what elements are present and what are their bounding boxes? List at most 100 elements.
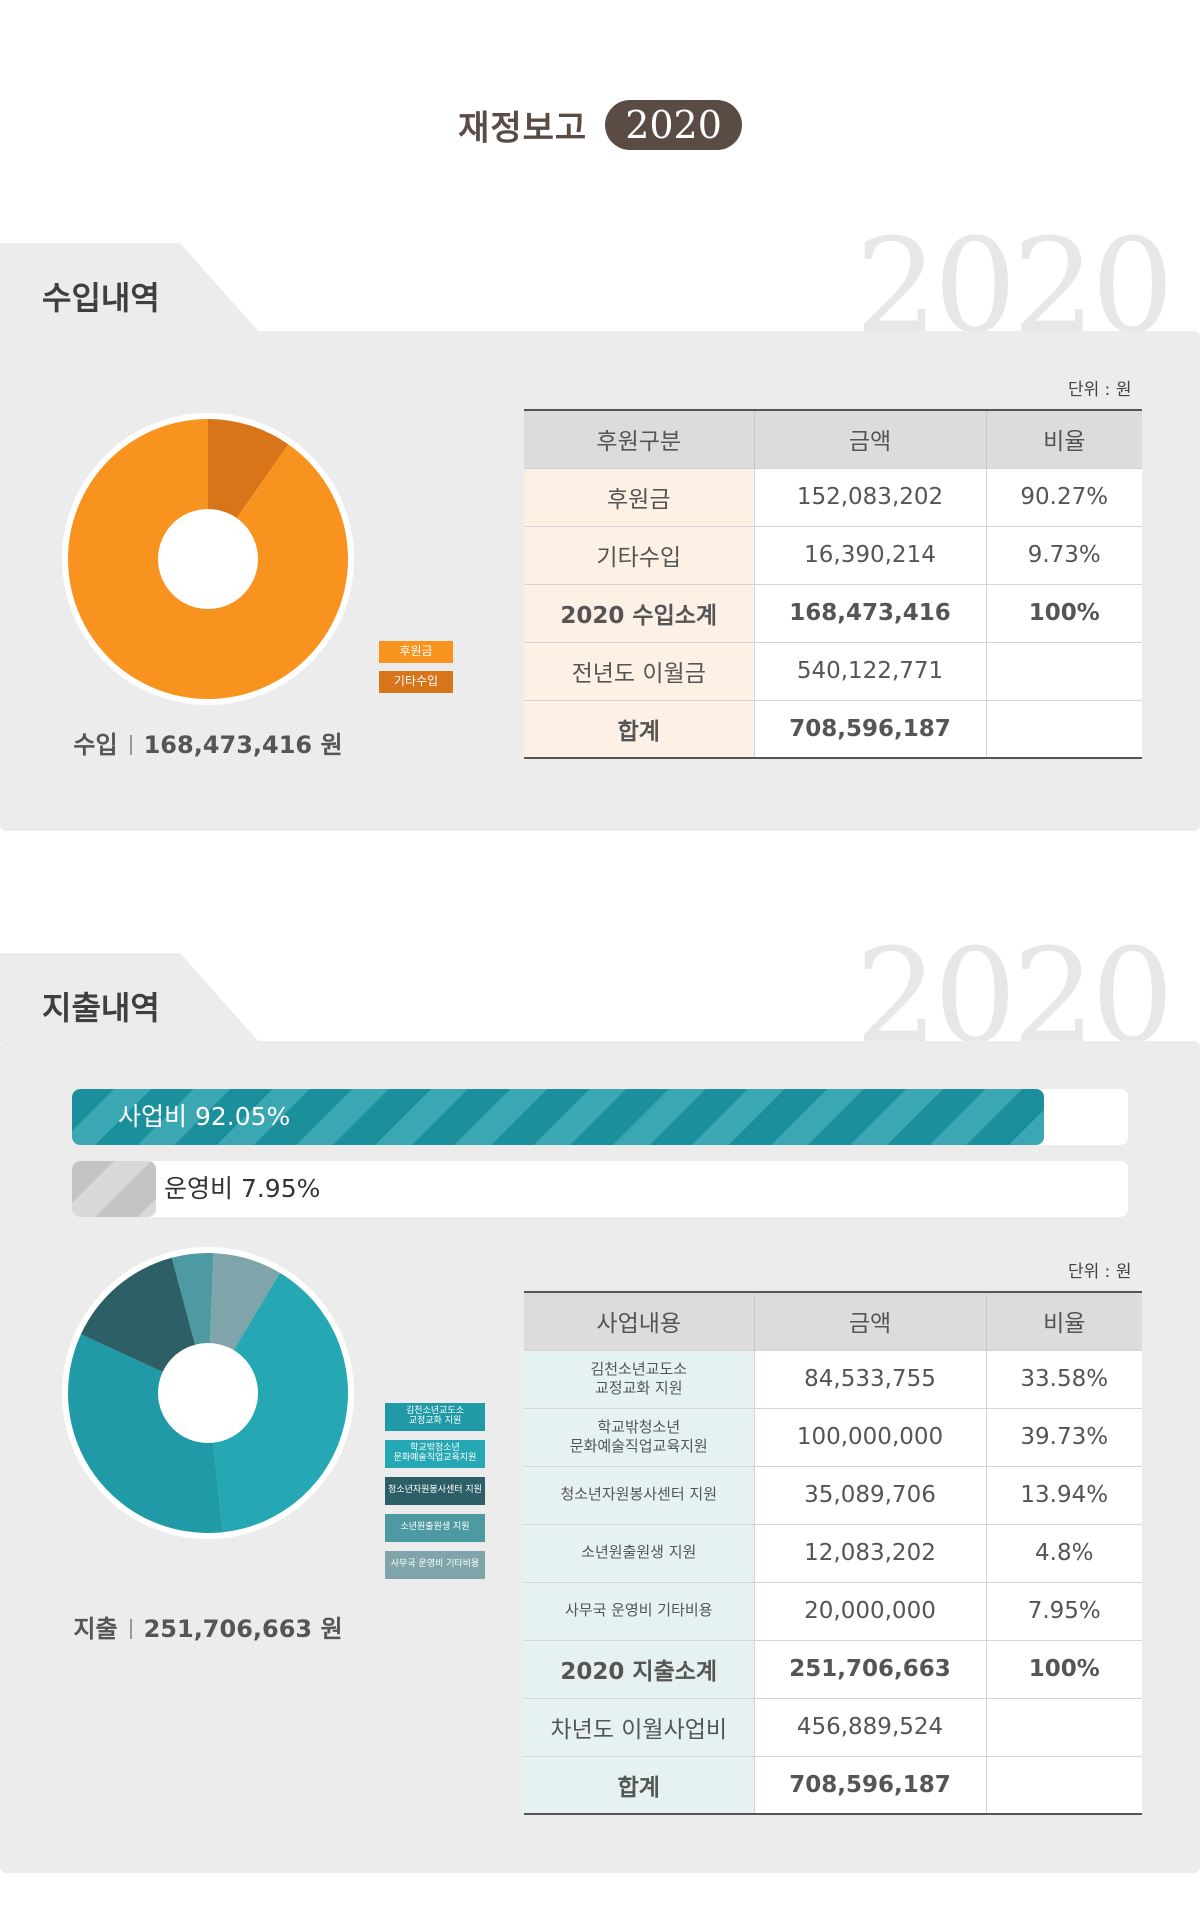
income-donut-hole bbox=[158, 509, 258, 609]
row-label-cell: 학교밖청소년 문화예술직업교육지원 bbox=[524, 1407, 755, 1466]
ratio-cell: 9.73% bbox=[986, 525, 1142, 584]
row-label-cell: 합계 bbox=[524, 699, 755, 758]
income-legend: 후원금 기타수입 bbox=[379, 641, 453, 701]
row-label-cell: 2020 수입소계 bbox=[524, 583, 755, 642]
ratio-cell: 100% bbox=[986, 1639, 1142, 1698]
expense-legend-item-3: 소년원출원생 지원 bbox=[385, 1514, 485, 1542]
row-label-cell: 합계 bbox=[524, 1755, 755, 1814]
page-title: 재정보고 bbox=[458, 108, 588, 149]
income-table-header: 후원구분 금액 비율 bbox=[524, 410, 1142, 468]
separator bbox=[129, 735, 132, 755]
header-cell: 비율 bbox=[986, 410, 1142, 468]
expense-unit-label: 단위 : 원 bbox=[1068, 1262, 1132, 1282]
expense-section-title: 지출내역 bbox=[42, 989, 160, 1027]
table-row: 학교밖청소년 문화예술직업교육지원 100,000,000 39.73% bbox=[524, 1407, 1142, 1466]
amount-cell: 84,533,755 bbox=[754, 1349, 987, 1408]
income-total: 수입 168,473,416 원 bbox=[28, 725, 388, 760]
income-table: 후원구분 금액 비율 후원금 152,083,202 90.27% 기타수입 16,39… bbox=[524, 409, 1142, 759]
ratio-cell: 4.8% bbox=[986, 1523, 1142, 1582]
amount-cell: 12,083,202 bbox=[754, 1523, 987, 1582]
year-badge: 2020 bbox=[605, 100, 742, 150]
income-legend-label-0: 후원금 bbox=[399, 644, 433, 659]
table-row: 김천소년교도소 교정교화 지원 84,533,755 33.58% bbox=[524, 1349, 1142, 1408]
amount-cell: 152,083,202 bbox=[754, 467, 987, 526]
income-legend-item-1: 기타수입 bbox=[379, 671, 453, 693]
header-cell: 후원구분 bbox=[524, 410, 755, 468]
row-label-cell: 사무국 운영비 기타비용 bbox=[524, 1581, 755, 1640]
ratio-cell: 39.73% bbox=[986, 1407, 1142, 1466]
income-donut-chart bbox=[62, 413, 354, 705]
ratio-cell: 100% bbox=[986, 583, 1142, 642]
table-row: 기타수입 16,390,214 9.73% bbox=[524, 525, 1142, 584]
ratio-cell: 13.94% bbox=[986, 1465, 1142, 1524]
row-label-cell: 후원금 bbox=[524, 467, 755, 526]
amount-cell: 251,706,663 bbox=[754, 1639, 987, 1698]
expense-total: 지출 251,706,663 원 bbox=[28, 1609, 388, 1644]
expense-donut-chart bbox=[62, 1247, 354, 1539]
row-label-cell: 전년도 이월금 bbox=[524, 641, 755, 700]
table-row: 2020 지출소계 251,706,663 100% bbox=[524, 1639, 1142, 1698]
expense-legend-item-1: 학교밖청소년 문화예술직업교육지원 bbox=[385, 1440, 485, 1468]
ratio-cell bbox=[986, 1697, 1142, 1756]
row-label-cell: 청소년자원봉사센터 지원 bbox=[524, 1465, 755, 1524]
income-watermark: 2020 bbox=[855, 210, 1174, 362]
separator bbox=[129, 1619, 132, 1639]
expense-legend-label-1: 학교밖청소년 문화예술직업교육지원 bbox=[393, 1443, 477, 1463]
ratio-cell bbox=[986, 641, 1142, 700]
income-legend-label-1: 기타수입 bbox=[393, 674, 439, 689]
income-legend-item-0: 후원금 bbox=[379, 641, 453, 663]
bar-fill-admin bbox=[72, 1161, 156, 1217]
table-row: 소년원출원생 지원 12,083,202 4.8% bbox=[524, 1523, 1142, 1582]
page-header: 재정보고 2020 bbox=[0, 100, 1200, 150]
expense-legend-item-4: 사무국 운영비 기타비용 bbox=[385, 1551, 485, 1579]
bar-admin-cost: 운영비 7.95% bbox=[72, 1161, 1128, 1217]
table-row: 합계 708,596,187 bbox=[524, 699, 1142, 758]
expense-table-header: 사업내용 금액 비율 bbox=[524, 1292, 1142, 1350]
expense-legend-label-3: 소년원출원생 지원 bbox=[400, 1522, 470, 1533]
ratio-cell bbox=[986, 1755, 1142, 1814]
income-total-value: 168,473,416 원 bbox=[143, 731, 343, 759]
table-row: 사무국 운영비 기타비용 20,000,000 7.95% bbox=[524, 1581, 1142, 1640]
expense-legend-item-0: 김천소년교도소 교정교화 지원 bbox=[385, 1403, 485, 1431]
table-row: 2020 수입소계 168,473,416 100% bbox=[524, 583, 1142, 642]
table-row: 전년도 이월금 540,122,771 bbox=[524, 641, 1142, 700]
header-cell: 비율 bbox=[986, 1292, 1142, 1350]
amount-cell: 540,122,771 bbox=[754, 641, 987, 700]
amount-cell: 20,000,000 bbox=[754, 1581, 987, 1640]
amount-cell: 708,596,187 bbox=[754, 699, 987, 758]
expense-total-label: 지출 bbox=[73, 1615, 118, 1643]
expense-legend-label-4: 사무국 운영비 기타비용 bbox=[390, 1559, 480, 1570]
expense-donut-hole bbox=[158, 1343, 258, 1443]
expense-legend-label-0: 김천소년교도소 교정교화 지원 bbox=[406, 1406, 464, 1426]
income-unit-label: 단위 : 원 bbox=[1068, 380, 1132, 400]
expense-legend-item-2: 청소년자원봉사센터 지원 bbox=[385, 1477, 485, 1505]
header-cell: 사업내용 bbox=[524, 1292, 755, 1350]
income-section-title: 수입내역 bbox=[42, 279, 160, 317]
row-label-cell: 김천소년교도소 교정교화 지원 bbox=[524, 1349, 755, 1408]
income-total-label: 수입 bbox=[73, 731, 118, 759]
amount-cell: 708,596,187 bbox=[754, 1755, 987, 1814]
table-row: 차년도 이월사업비 456,889,524 bbox=[524, 1697, 1142, 1756]
ratio-cell: 33.58% bbox=[986, 1349, 1142, 1408]
expense-watermark: 2020 bbox=[855, 920, 1174, 1072]
bar-label-admin: 운영비 7.95% bbox=[164, 1174, 321, 1203]
amount-cell: 456,889,524 bbox=[754, 1697, 987, 1756]
ratio-cell: 7.95% bbox=[986, 1581, 1142, 1640]
expense-legend-label-2: 청소년자원봉사센터 지원 bbox=[388, 1485, 482, 1496]
row-label-cell: 차년도 이월사업비 bbox=[524, 1697, 755, 1756]
expense-section: 2020 지출내역 사업비 92.05% 운영비 7.95% 김천소년교도소 교… bbox=[0, 931, 1200, 1873]
expense-total-value: 251,706,663 원 bbox=[143, 1615, 343, 1643]
table-row: 후원금 152,083,202 90.27% bbox=[524, 467, 1142, 526]
bar-fill-business bbox=[72, 1089, 1045, 1145]
amount-cell: 100,000,000 bbox=[754, 1407, 987, 1466]
table-row: 청소년자원봉사센터 지원 35,089,706 13.94% bbox=[524, 1465, 1142, 1524]
row-label-cell: 기타수입 bbox=[524, 525, 755, 584]
ratio-cell bbox=[986, 699, 1142, 758]
expense-table: 사업내용 금액 비율 김천소년교도소 교정교화 지원 84,533,755 33.5… bbox=[524, 1291, 1142, 1815]
table-row: 합계 708,596,187 bbox=[524, 1755, 1142, 1814]
row-label-cell: 소년원출원생 지원 bbox=[524, 1523, 755, 1582]
bar-operating-cost: 사업비 92.05% bbox=[72, 1089, 1128, 1145]
amount-cell: 168,473,416 bbox=[754, 583, 987, 642]
income-section: 2020 수입내역 후원금 기타수입 수입 168,473,416 원 단위 : … bbox=[0, 221, 1200, 831]
